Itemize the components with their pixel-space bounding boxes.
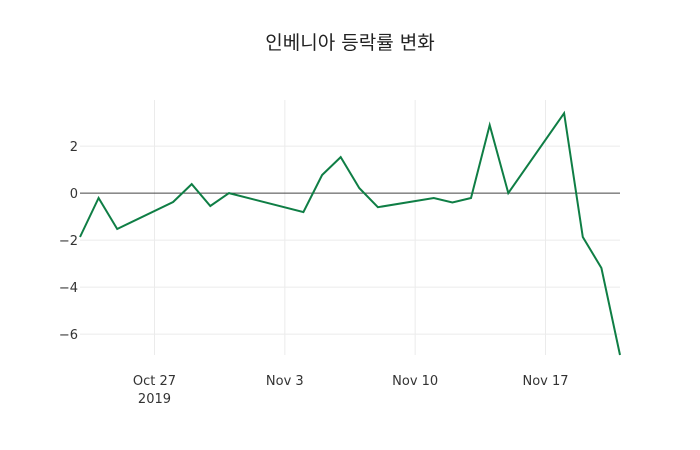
- y-tick-label: 0: [70, 187, 78, 202]
- y-axis-ticks: 2 0 −2 −4 −6: [59, 140, 78, 343]
- series-line: [79, 110, 621, 356]
- y-tick-label: −2: [59, 234, 78, 249]
- x-tick-label: Oct 27: [133, 374, 176, 389]
- gridlines: [80, 100, 620, 355]
- x-tick-label: Nov 10: [392, 374, 438, 389]
- y-tick-label: 2: [70, 140, 78, 155]
- x-tick-label: Nov 3: [266, 374, 304, 389]
- x-tick-year-label: 2019: [138, 392, 171, 407]
- y-tick-label: −4: [59, 281, 78, 296]
- x-tick-label: Nov 17: [522, 374, 568, 389]
- chart-title: 인베니아 등락률 변화: [265, 32, 435, 54]
- y-tick-label: −6: [59, 328, 78, 343]
- x-axis-ticks: Oct 27 2019 Nov 3 Nov 10 Nov 17: [133, 374, 569, 407]
